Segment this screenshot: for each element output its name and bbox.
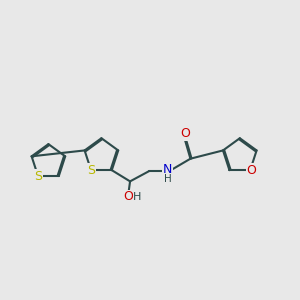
Text: S: S	[87, 164, 95, 177]
Text: S: S	[34, 169, 42, 183]
Text: H: H	[164, 174, 171, 184]
Text: N: N	[163, 163, 172, 176]
Text: O: O	[247, 164, 256, 177]
Text: H: H	[133, 192, 142, 202]
Text: O: O	[180, 128, 190, 140]
Text: O: O	[124, 190, 134, 203]
